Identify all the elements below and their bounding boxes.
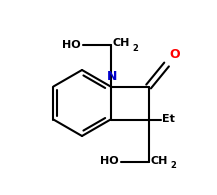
Text: CH: CH [113, 38, 130, 49]
Text: N: N [106, 71, 117, 83]
Text: CH: CH [151, 155, 168, 166]
Text: 2: 2 [171, 161, 176, 170]
Text: HO: HO [100, 157, 118, 167]
Text: O: O [169, 49, 180, 61]
Text: 2: 2 [133, 44, 138, 53]
Text: Et: Et [162, 114, 174, 124]
Text: HO: HO [62, 40, 81, 50]
